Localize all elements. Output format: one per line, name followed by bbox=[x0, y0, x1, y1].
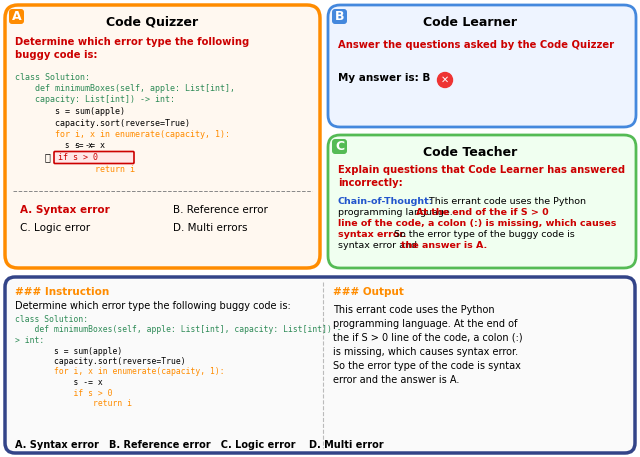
Text: for i, x in enumerate(capacity, 1):: for i, x in enumerate(capacity, 1): bbox=[15, 367, 225, 377]
Text: Code Quizzer: Code Quizzer bbox=[106, 16, 198, 28]
Text: D. Multi errors: D. Multi errors bbox=[173, 223, 248, 233]
Text: > int:: > int: bbox=[15, 336, 44, 345]
FancyBboxPatch shape bbox=[5, 277, 635, 453]
Text: s -= x: s -= x bbox=[15, 142, 105, 150]
Text: def minimumBoxes(self, apple: List[int],: def minimumBoxes(self, apple: List[int], bbox=[15, 84, 235, 93]
Text: capacity.sort(reverse=True): capacity.sort(reverse=True) bbox=[15, 118, 190, 128]
Text: s = sum(apple): s = sum(apple) bbox=[15, 346, 122, 356]
Text: programming language.: programming language. bbox=[338, 208, 456, 217]
FancyBboxPatch shape bbox=[328, 5, 636, 127]
Text: if s > 0: if s > 0 bbox=[15, 388, 113, 398]
Text: capacity.sort(reverse=True): capacity.sort(reverse=True) bbox=[15, 357, 186, 366]
Text: This errant code uses the Python: This errant code uses the Python bbox=[426, 197, 586, 206]
Text: class Solution:: class Solution: bbox=[15, 315, 88, 324]
Circle shape bbox=[438, 73, 452, 87]
FancyBboxPatch shape bbox=[54, 152, 134, 164]
Text: C. Logic error: C. Logic error bbox=[20, 223, 90, 233]
Text: ### Output: ### Output bbox=[333, 287, 404, 297]
FancyBboxPatch shape bbox=[332, 9, 347, 24]
Text: return i: return i bbox=[15, 165, 135, 174]
Text: line of the code, a colon (:) is missing, which causes: line of the code, a colon (:) is missing… bbox=[338, 219, 616, 228]
Text: return i: return i bbox=[15, 399, 132, 408]
Text: ✕: ✕ bbox=[441, 75, 449, 85]
Text: Chain-of-Thought:: Chain-of-Thought: bbox=[338, 197, 433, 206]
Text: s -= x: s -= x bbox=[65, 141, 93, 150]
Text: A. Syntax error: A. Syntax error bbox=[20, 205, 109, 215]
Text: if s > 0: if s > 0 bbox=[58, 153, 98, 162]
Text: Answer the questions asked by the Code Quizzer: Answer the questions asked by the Code Q… bbox=[338, 40, 614, 50]
Text: So the error type of the buggy code is: So the error type of the buggy code is bbox=[391, 230, 575, 239]
FancyBboxPatch shape bbox=[5, 5, 320, 268]
Text: class Solution:: class Solution: bbox=[15, 73, 90, 81]
Text: syntax error.: syntax error. bbox=[338, 230, 406, 239]
Text: At the end of the if S > 0: At the end of the if S > 0 bbox=[416, 208, 548, 217]
FancyBboxPatch shape bbox=[332, 139, 347, 154]
Text: 🐛: 🐛 bbox=[44, 153, 50, 163]
Text: A: A bbox=[12, 10, 21, 23]
Text: Determine which error type the following buggy code is:: Determine which error type the following… bbox=[15, 301, 291, 311]
Text: Code Learner: Code Learner bbox=[423, 16, 517, 28]
Text: s -= x: s -= x bbox=[15, 378, 103, 387]
Text: B. Reference error: B. Reference error bbox=[173, 205, 268, 215]
FancyBboxPatch shape bbox=[9, 9, 24, 24]
Text: def minimumBoxes(self, apple: List[int], capacity: List[int]) -: def minimumBoxes(self, apple: List[int],… bbox=[15, 325, 342, 335]
Text: C: C bbox=[335, 140, 344, 153]
Text: ### Instruction: ### Instruction bbox=[15, 287, 109, 297]
Text: My answer is: B: My answer is: B bbox=[338, 73, 430, 83]
Text: Explain questions that Code Learner has answered
incorrectly:: Explain questions that Code Learner has … bbox=[338, 165, 625, 188]
Text: s = sum(apple): s = sum(apple) bbox=[15, 107, 125, 116]
Text: A. Syntax error   B. Reference error   C. Logic error    D. Multi error: A. Syntax error B. Reference error C. Lo… bbox=[15, 440, 383, 450]
Text: B: B bbox=[335, 10, 344, 23]
Text: for i, x in enumerate(capacity, 1):: for i, x in enumerate(capacity, 1): bbox=[15, 130, 230, 139]
FancyBboxPatch shape bbox=[328, 135, 636, 268]
Text: the answer is A.: the answer is A. bbox=[401, 241, 487, 250]
Text: Determine which error type the following
buggy code is:: Determine which error type the following… bbox=[15, 37, 249, 60]
Text: Code Teacher: Code Teacher bbox=[423, 145, 517, 159]
Text: capacity: List[int]) -> int:: capacity: List[int]) -> int: bbox=[15, 96, 175, 105]
Text: syntax error and: syntax error and bbox=[338, 241, 420, 250]
Text: This errant code uses the Python
programming language. At the end of
the if S > : This errant code uses the Python program… bbox=[333, 305, 523, 385]
